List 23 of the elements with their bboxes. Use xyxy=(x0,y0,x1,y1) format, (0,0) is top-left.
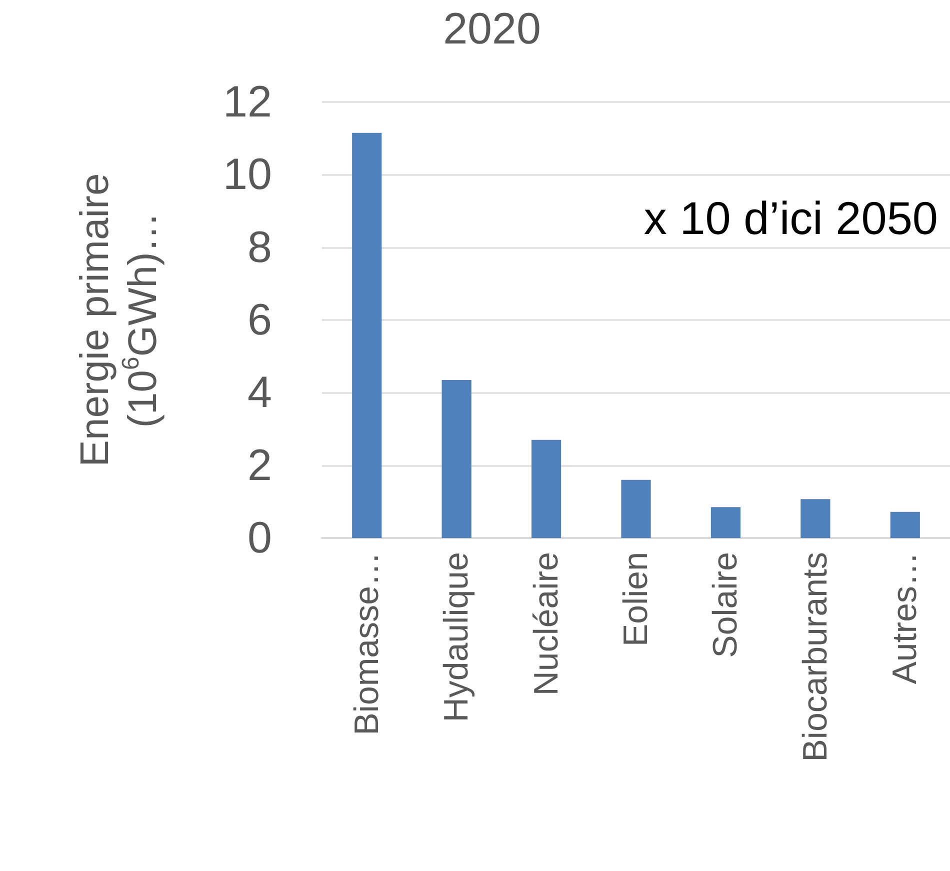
x-tick-label: Biomasse… xyxy=(348,552,386,736)
y-tick-label: 6 xyxy=(248,296,272,344)
y-tick-label: 4 xyxy=(248,368,272,418)
chart-title: 2020 xyxy=(443,4,541,54)
bar xyxy=(531,440,562,538)
y-tick-label: 0 xyxy=(248,514,272,562)
y-tick-label: 8 xyxy=(248,222,272,272)
annotation: x 10 d’ici 2050 xyxy=(644,192,938,244)
y-tick-label: 2 xyxy=(248,440,272,490)
bar xyxy=(352,132,382,538)
y-tick-label: 12 xyxy=(223,78,272,126)
bar xyxy=(800,499,830,538)
bar xyxy=(890,512,920,538)
x-tick-label: Solaire xyxy=(706,552,745,658)
x-tick-label: Eolien xyxy=(617,552,655,647)
x-tick-label: Hydaulique xyxy=(438,552,476,722)
bar xyxy=(442,380,472,538)
y-tick-label: 10 xyxy=(223,150,272,200)
bar xyxy=(710,507,741,538)
x-tick-label: Autres… xyxy=(886,552,924,684)
x-tick-label: Biocarburants xyxy=(796,552,834,762)
bar xyxy=(621,480,651,538)
x-tick-label: Nucléaire xyxy=(527,552,566,696)
